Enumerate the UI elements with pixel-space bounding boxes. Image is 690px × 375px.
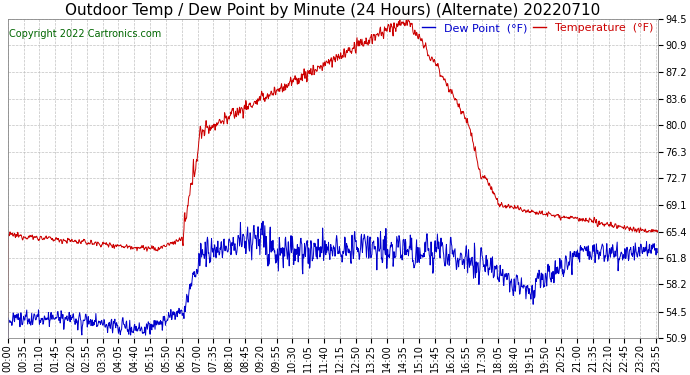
Legend: Dew Point  (°F), Temperature  (°F): Dew Point (°F), Temperature (°F) xyxy=(417,19,658,38)
Temperature  (°F) xyxy=(577,217,585,222)
Temperature  (°F) xyxy=(653,228,662,233)
Temperature  (°F) xyxy=(148,245,157,250)
Dew Point  (°F) xyxy=(577,248,585,252)
Temperature  (°F) xyxy=(520,208,528,212)
Temperature  (°F) xyxy=(435,66,443,70)
Temperature  (°F) xyxy=(404,17,412,21)
Dew Point  (°F) xyxy=(653,251,662,255)
Dew Point  (°F) xyxy=(148,322,157,327)
Dew Point  (°F) xyxy=(132,328,141,333)
Temperature  (°F) xyxy=(132,245,141,250)
Dew Point  (°F) xyxy=(259,219,267,224)
Title: Outdoor Temp / Dew Point by Minute (24 Hours) (Alternate) 20220710: Outdoor Temp / Dew Point by Minute (24 H… xyxy=(65,3,600,18)
Line: Temperature  (°F): Temperature (°F) xyxy=(8,19,658,338)
Dew Point  (°F) xyxy=(435,240,443,244)
Line: Dew Point  (°F): Dew Point (°F) xyxy=(8,221,658,338)
Temperature  (°F) xyxy=(3,336,12,340)
Dew Point  (°F) xyxy=(3,336,12,340)
Dew Point  (°F) xyxy=(221,249,229,253)
Dew Point  (°F) xyxy=(520,283,528,287)
Text: Copyright 2022 Cartronics.com: Copyright 2022 Cartronics.com xyxy=(9,28,161,39)
Temperature  (°F) xyxy=(221,112,229,117)
